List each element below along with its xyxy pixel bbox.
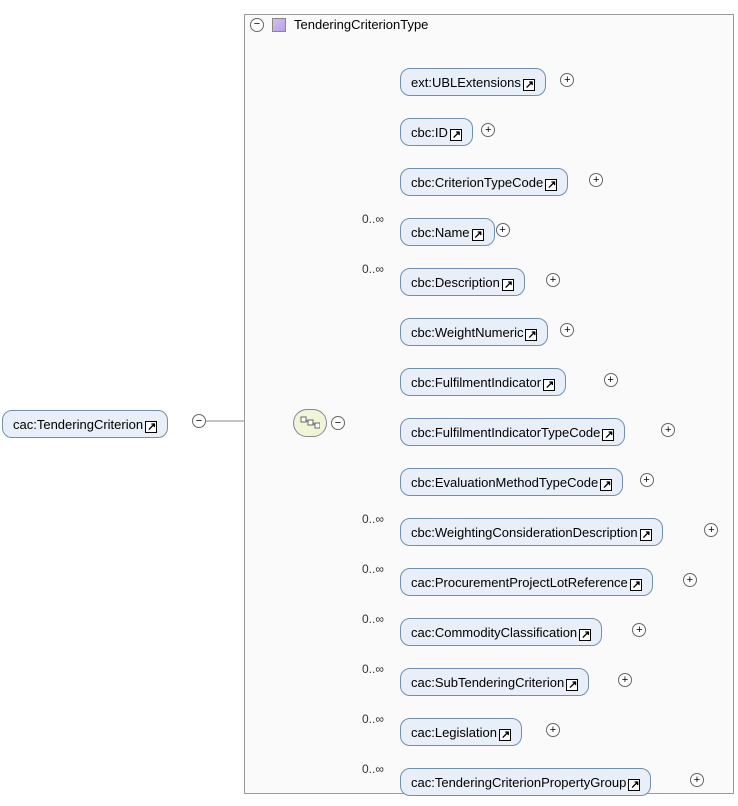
expand-icon[interactable]: + bbox=[546, 273, 560, 287]
child-node[interactable]: cbc:WeightNumeric bbox=[400, 318, 548, 346]
child-node[interactable]: ext:UBLExtensions bbox=[400, 68, 546, 96]
reference-icon bbox=[523, 79, 535, 91]
reference-icon bbox=[640, 529, 652, 541]
child-node[interactable]: cbc:WeightingConsiderationDescription bbox=[400, 518, 663, 546]
child-node[interactable]: cbc:ID bbox=[400, 118, 473, 146]
child-label: cbc:Name bbox=[411, 225, 470, 240]
child-label: cbc:FulfilmentIndicator bbox=[411, 375, 541, 390]
child-label: cbc:WeightNumeric bbox=[411, 325, 523, 340]
cardinality-label: 0..∞ bbox=[362, 612, 384, 626]
sequence-compositor[interactable] bbox=[293, 409, 327, 437]
child-node[interactable]: cac:TenderingCriterionPropertyGroup bbox=[400, 768, 651, 796]
expand-icon[interactable]: + bbox=[496, 223, 510, 237]
reference-icon bbox=[499, 729, 511, 741]
type-icon bbox=[272, 18, 286, 32]
child-node[interactable]: cbc:Name bbox=[400, 218, 495, 246]
child-node[interactable]: cac:CommodityClassification bbox=[400, 618, 602, 646]
reference-icon bbox=[600, 479, 612, 491]
reference-icon bbox=[630, 579, 642, 591]
root-label: cac:TenderingCriterion bbox=[13, 417, 143, 432]
child-node[interactable]: cbc:EvaluationMethodTypeCode bbox=[400, 468, 623, 496]
child-label: cbc:FulfilmentIndicatorTypeCode bbox=[411, 425, 600, 440]
reference-icon bbox=[566, 679, 578, 691]
reference-icon bbox=[502, 279, 514, 291]
expand-icon[interactable]: + bbox=[604, 373, 618, 387]
type-collapse-icon[interactable]: − bbox=[250, 18, 264, 32]
expand-icon[interactable]: + bbox=[546, 723, 560, 737]
cardinality-label: 0..∞ bbox=[362, 712, 384, 726]
child-node[interactable]: cac:Legislation bbox=[400, 718, 522, 746]
cardinality-label: 0..∞ bbox=[362, 212, 384, 226]
child-label: cac:Legislation bbox=[411, 725, 497, 740]
child-label: cbc:CriterionTypeCode bbox=[411, 175, 543, 190]
child-label: cac:CommodityClassification bbox=[411, 625, 577, 640]
child-node[interactable]: cac:ProcurementProjectLotReference bbox=[400, 568, 653, 596]
reference-icon bbox=[602, 429, 614, 441]
child-label: ext:UBLExtensions bbox=[411, 75, 521, 90]
cardinality-label: 0..∞ bbox=[362, 762, 384, 776]
expand-icon[interactable]: + bbox=[640, 473, 654, 487]
child-node[interactable]: cbc:FulfilmentIndicator bbox=[400, 368, 566, 396]
child-node[interactable]: cbc:FulfilmentIndicatorTypeCode bbox=[400, 418, 625, 446]
sequence-collapse-icon[interactable]: − bbox=[331, 416, 345, 430]
reference-icon bbox=[450, 129, 462, 141]
reference-icon bbox=[628, 779, 640, 791]
reference-icon bbox=[579, 629, 591, 641]
reference-icon bbox=[543, 379, 555, 391]
child-label: cac:TenderingCriterionPropertyGroup bbox=[411, 775, 626, 790]
type-header: − TenderingCriterionType bbox=[245, 15, 733, 34]
reference-icon bbox=[472, 229, 484, 241]
root-node[interactable]: cac:TenderingCriterion bbox=[2, 410, 168, 438]
cardinality-label: 0..∞ bbox=[362, 562, 384, 576]
child-label: cac:SubTenderingCriterion bbox=[411, 675, 564, 690]
sequence-glyph-icon bbox=[300, 416, 320, 430]
child-node[interactable]: cbc:Description bbox=[400, 268, 525, 296]
reference-icon bbox=[545, 179, 557, 191]
cardinality-label: 0..∞ bbox=[362, 662, 384, 676]
child-label: cbc:EvaluationMethodTypeCode bbox=[411, 475, 598, 490]
child-label: cbc:WeightingConsiderationDescription bbox=[411, 525, 638, 540]
reference-icon bbox=[525, 329, 537, 341]
child-label: cbc:ID bbox=[411, 125, 448, 140]
reference-icon bbox=[145, 421, 157, 433]
expand-icon[interactable]: + bbox=[690, 773, 704, 787]
cardinality-label: 0..∞ bbox=[362, 512, 384, 526]
root-collapse-icon[interactable]: − bbox=[192, 414, 206, 428]
expand-icon[interactable]: + bbox=[618, 673, 632, 687]
type-label: TenderingCriterionType bbox=[294, 17, 428, 32]
child-label: cbc:Description bbox=[411, 275, 500, 290]
expand-icon[interactable]: + bbox=[683, 573, 697, 587]
child-label: cac:ProcurementProjectLotReference bbox=[411, 575, 628, 590]
child-node[interactable]: cac:SubTenderingCriterion bbox=[400, 668, 589, 696]
child-node[interactable]: cbc:CriterionTypeCode bbox=[400, 168, 568, 196]
cardinality-label: 0..∞ bbox=[362, 262, 384, 276]
